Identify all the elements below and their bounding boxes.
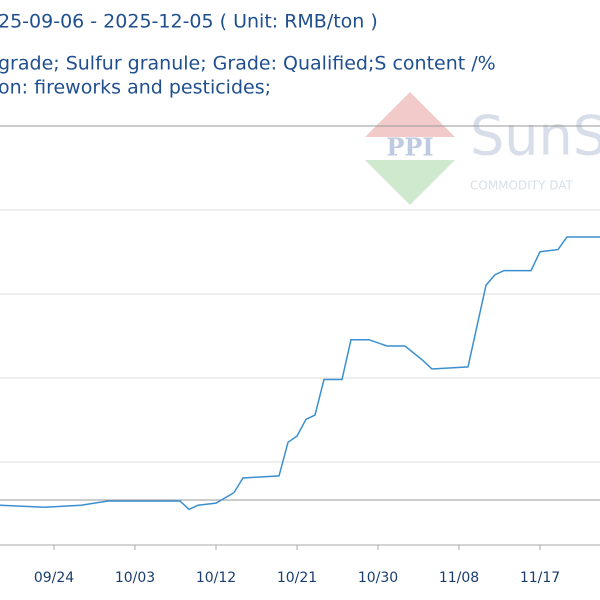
watermark: PPI SunS COMMODITY DAT (365, 92, 600, 205)
price-line (0, 236, 600, 511)
x-tick-label: 10/21 (277, 570, 317, 586)
tagline: COMMODITY DAT (470, 179, 574, 193)
x-tick-label: 11/08 (439, 570, 479, 586)
x-tick-label: 10/12 (196, 570, 236, 586)
brand: SunS (470, 105, 600, 168)
header-line: on: fireworks and pesticides; (0, 77, 271, 99)
x-tick-label: 10/03 (115, 570, 155, 586)
logo-text: PPI (386, 133, 433, 162)
header-line: 25-09-06 - 2025-12-05 ( Unit: RMB/ton ) (0, 11, 378, 33)
logo-bottom (365, 160, 455, 205)
x-tick-label: 10/30 (358, 570, 398, 586)
x-tick-label: 09/24 (34, 570, 74, 586)
header-line: grade; Sulfur granule; Grade: Qualified;… (0, 53, 496, 75)
x-tick-label: 11/17 (520, 570, 560, 586)
